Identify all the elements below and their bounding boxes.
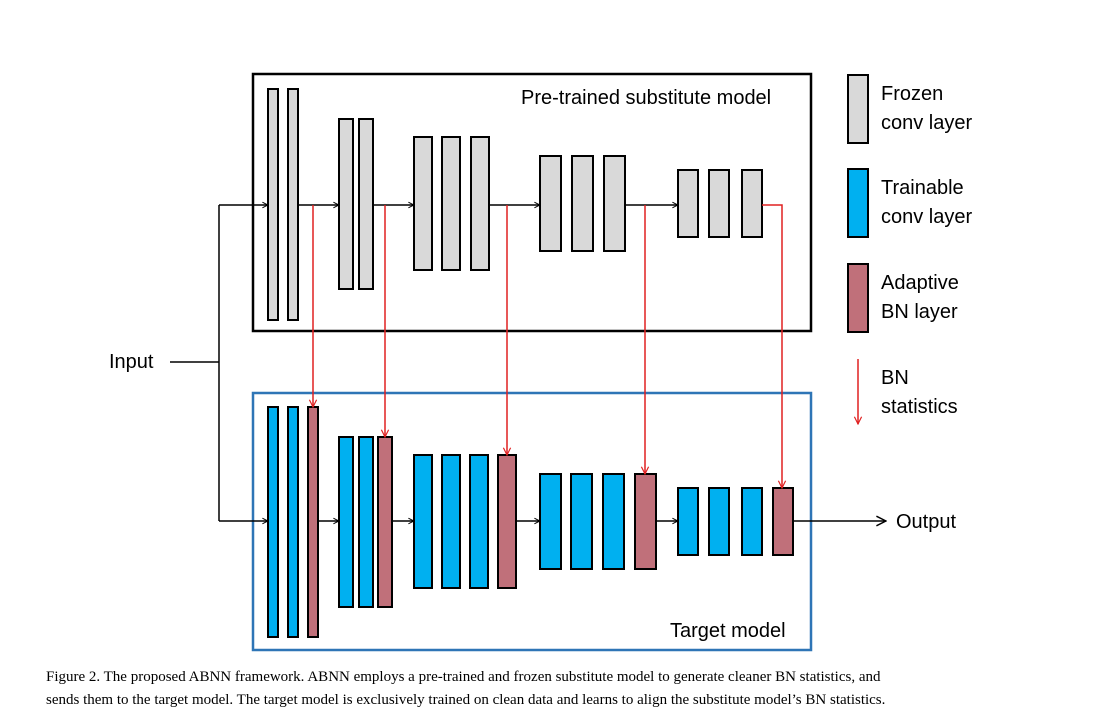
trainable-conv-layer: [741, 487, 763, 556]
bn-statistics-arrows: [313, 204, 782, 488]
caption-line-2: sends them to the target model. The targ…: [46, 692, 886, 708]
frozen-conv-layer: [441, 136, 461, 271]
trainable-conv-layer: [358, 436, 374, 608]
trainable-conv-layer: [469, 454, 489, 589]
frozen-conv-layer: [539, 155, 562, 252]
frozen-conv-layer: [267, 88, 279, 321]
legend-adaptive-line1: Adaptive: [881, 272, 959, 294]
caption-line-1: Figure 2. The proposed ABNN framework. A…: [46, 669, 881, 685]
trainable-conv-layer: [287, 406, 299, 638]
trainable-conv-layer: [570, 473, 593, 570]
adaptive-bn-layer: [634, 473, 657, 570]
frozen-conv-layer: [571, 155, 594, 252]
frozen-conv-layer: [708, 169, 730, 238]
target-model-title: Target model: [670, 620, 786, 642]
legend-adaptive-line2: BN layer: [881, 301, 958, 323]
trainable-conv-layer: [708, 487, 730, 556]
trainable-conv-layer: [338, 436, 354, 608]
adaptive-bn-layer: [377, 436, 393, 608]
legend-frozen-line1: Frozen: [881, 83, 944, 105]
trainable-conv-layer: [413, 454, 433, 589]
figure-caption: Figure 2. The proposed ABNN framework. A…: [46, 666, 1066, 712]
trainable-conv-layer: [539, 473, 562, 570]
trainable-conv-layer: [602, 473, 625, 570]
legend-bn-line1: BN: [881, 367, 909, 389]
input-connector: [170, 205, 268, 521]
frozen-conv-layer: [741, 169, 763, 238]
substitute-model-title: Pre-trained substitute model: [521, 87, 772, 109]
substitute-layers: [267, 88, 763, 321]
adaptive-bn-layer: [497, 454, 517, 589]
frozen-conv-layer: [413, 136, 433, 271]
legend-trainable-line1: Trainable: [881, 177, 964, 199]
frozen-conv-layer: [287, 88, 299, 321]
trainable-conv-layer: [677, 487, 699, 556]
input-label: Input: [109, 351, 154, 373]
trainable-conv-layer: [441, 454, 461, 589]
target-layers: [267, 406, 794, 638]
trainable-conv-layer: [267, 406, 279, 638]
adaptive-bn-layer: [772, 487, 794, 556]
legend-frozen-swatch: [847, 74, 869, 144]
frozen-conv-layer: [358, 118, 374, 290]
legend-swatches: [847, 74, 869, 333]
frozen-conv-layer: [338, 118, 354, 290]
legend-trainable-line2: conv layer: [881, 206, 973, 228]
substitute-model-box: [251, 72, 813, 333]
output-label: Output: [896, 511, 957, 533]
frozen-conv-layer: [677, 169, 699, 238]
frozen-conv-layer: [470, 136, 490, 271]
legend-adaptive-swatch: [847, 263, 869, 333]
legend-trainable-swatch: [847, 168, 869, 238]
frozen-conv-layer: [603, 155, 626, 252]
legend-frozen-line2: conv layer: [881, 112, 973, 134]
adaptive-bn-layer: [307, 406, 319, 638]
legend-bn-line2: statistics: [881, 396, 958, 418]
